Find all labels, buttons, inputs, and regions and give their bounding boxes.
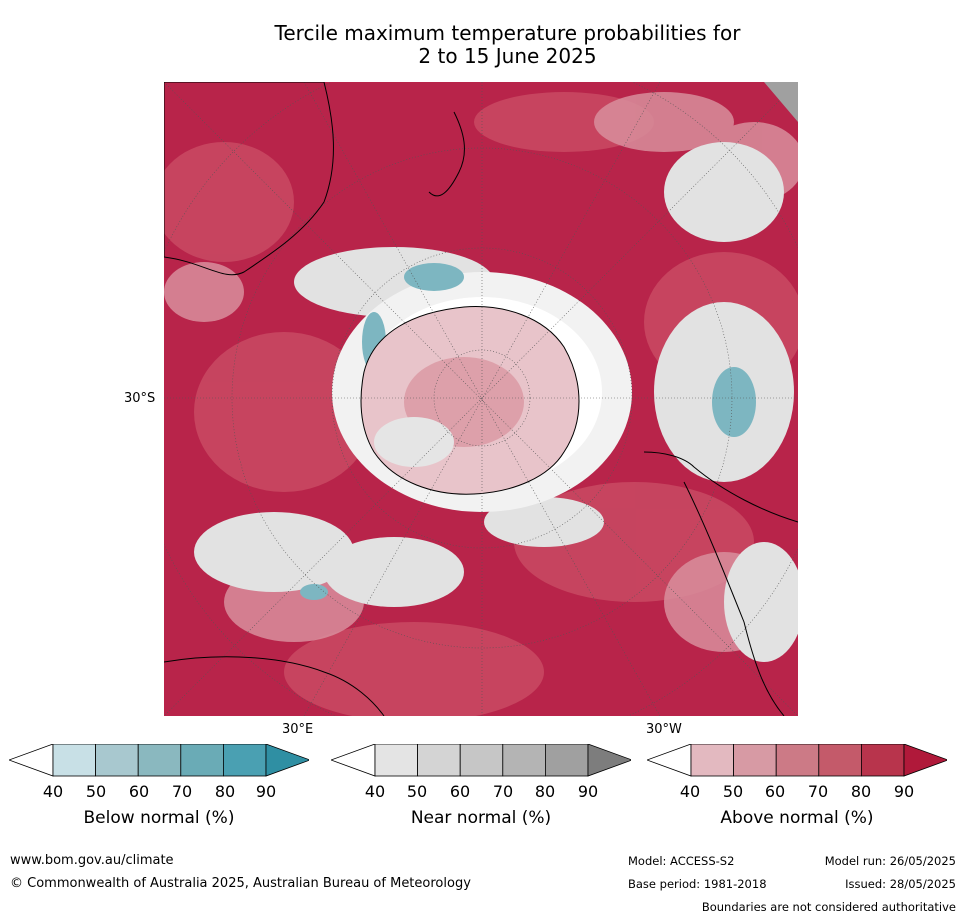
- website-link[interactable]: www.bom.gov.au/climate: [10, 853, 174, 868]
- longitude-label-east: 30°E: [282, 722, 314, 737]
- colorbar-segment: [775, 744, 820, 777]
- colorbar-below-normal-swatches: [9, 744, 309, 777]
- colorbar-near-normal: 40 50 60 70 80 90 Near normal (%): [331, 744, 631, 834]
- issued-info: Issued: 28/05/2025: [845, 877, 956, 891]
- model-info: Model: ACCESS-S2: [628, 854, 735, 868]
- colorbar-min-extension: [647, 744, 692, 777]
- colorbar-segment: [137, 744, 182, 777]
- colorbar-segment: [52, 744, 96, 777]
- colorbar-title: Above normal (%): [720, 808, 874, 828]
- colorbar-segment: [374, 744, 418, 777]
- colorbar-segment: [95, 744, 139, 777]
- colorbar-above-normal-swatches: [647, 744, 947, 777]
- colorbar-below-normal: 40 50 60 70 80 90 Below normal (%): [9, 744, 309, 834]
- longitude-label-west: 30°W: [646, 722, 682, 737]
- colorbar-tick: 80: [850, 782, 872, 801]
- land-masked-corner: [764, 82, 798, 122]
- colorbar-segment: [690, 744, 734, 777]
- model-run-info: Model run: 26/05/2025: [824, 854, 956, 868]
- latitude-label: 30°S: [124, 391, 156, 406]
- map-title: Tercile maximum temperature probabilitie…: [274, 21, 741, 68]
- colorbar-max-extension: [265, 744, 309, 777]
- colorbar-segment: [459, 744, 504, 777]
- copyright-text: © Commonwealth of Australia 2025, Austra…: [10, 876, 471, 891]
- colorbar-tick: 50: [406, 782, 428, 801]
- probability-map: [164, 82, 798, 716]
- colorbar-title: Below normal (%): [83, 808, 235, 828]
- map-canvas: [164, 82, 798, 716]
- colorbar-tick: 90: [255, 782, 277, 801]
- colorbar-max-extension: [903, 744, 947, 777]
- coastlines: [164, 82, 798, 716]
- colorbar-tick: 50: [722, 782, 744, 801]
- colorbar-tick: 40: [679, 782, 701, 801]
- colorbar-tick: 60: [764, 782, 786, 801]
- colorbar-tick: 40: [364, 782, 386, 801]
- colorbar-tick: 90: [893, 782, 915, 801]
- colorbar-tick: 70: [171, 782, 193, 801]
- base-period-info: Base period: 1981-2018: [628, 877, 767, 891]
- colorbar-min-extension: [331, 744, 376, 777]
- colorbar-segment: [417, 744, 461, 777]
- colorbar-segment: [502, 744, 546, 777]
- colorbar-title: Near normal (%): [410, 808, 552, 828]
- colorbar-tick: 90: [577, 782, 599, 801]
- below-normal-region: [300, 263, 756, 600]
- colorbar-segment: [818, 744, 862, 777]
- colorbar-tick: 80: [214, 782, 236, 801]
- colorbar-tick: 70: [807, 782, 829, 801]
- boundaries-disclaimer: Boundaries are not considered authoritat…: [701, 900, 956, 914]
- colorbar-tick: 40: [42, 782, 64, 801]
- colorbar-segment: [733, 744, 777, 777]
- colorbar-tick: 70: [492, 782, 514, 801]
- colorbar-tick: 80: [534, 782, 556, 801]
- colorbar-near-normal-swatches: [331, 744, 631, 777]
- colorbar-segment: [180, 744, 224, 777]
- colorbar-segment: [544, 744, 589, 777]
- colorbar-tick: 60: [128, 782, 150, 801]
- colorbar-segment: [860, 744, 905, 777]
- colorbar-tick: 60: [449, 782, 471, 801]
- colorbar-tick: 50: [85, 782, 107, 801]
- colorbar-segment: [222, 744, 267, 777]
- colorbar-min-extension: [9, 744, 54, 777]
- colorbar-max-extension: [587, 744, 631, 777]
- graticule: [164, 82, 798, 716]
- colorbar-above-normal: 40 50 60 70 80 90 Above normal (%): [647, 744, 947, 834]
